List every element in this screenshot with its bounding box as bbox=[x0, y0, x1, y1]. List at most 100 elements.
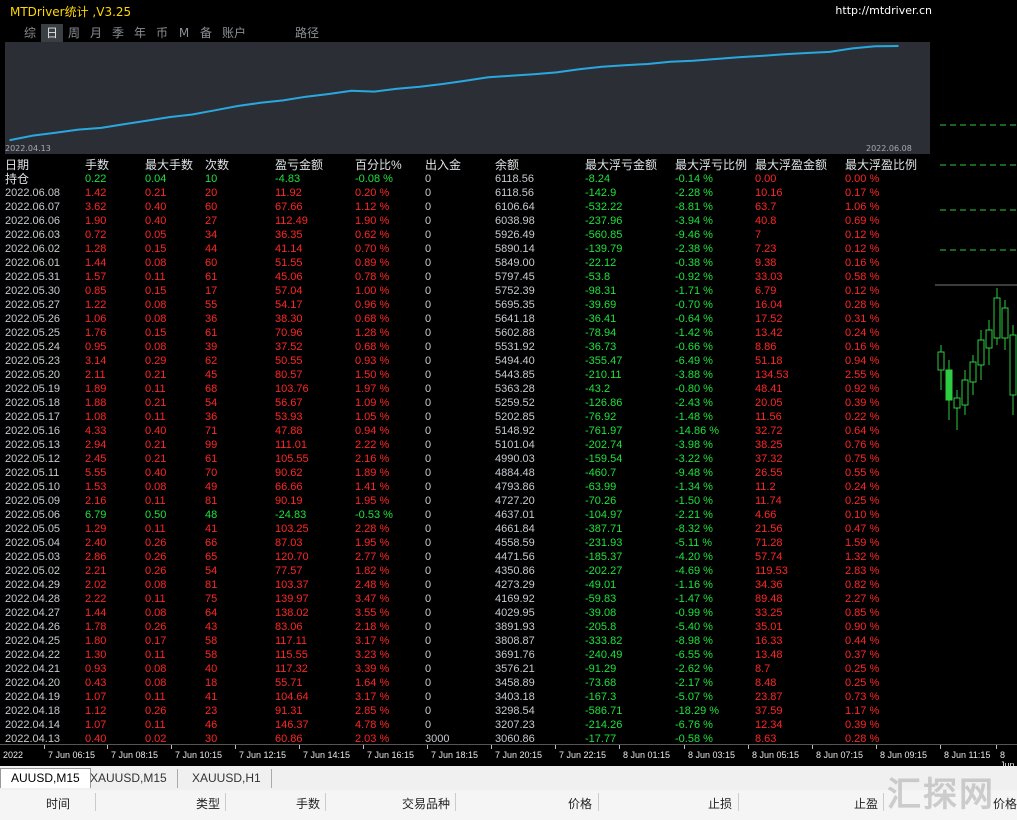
table-cell: 36 bbox=[205, 411, 218, 423]
website-link[interactable]: http://mtdriver.cn bbox=[835, 4, 932, 17]
table-cell: 0.08 bbox=[145, 257, 167, 269]
order-column-header[interactable]: 价格 bbox=[567, 797, 592, 811]
table-cell: 9.38 bbox=[755, 257, 777, 269]
tab-0[interactable]: 综 bbox=[23, 26, 36, 40]
table-cell: 0 bbox=[425, 229, 432, 241]
table-cell: 2.16 bbox=[85, 495, 107, 507]
time-label: 7 Jun 10:15 bbox=[175, 750, 223, 760]
table-cell: -167.3 bbox=[585, 691, 617, 703]
watermark: 汇探网 bbox=[887, 775, 995, 815]
table-cell: 57.04 bbox=[275, 285, 303, 297]
column-separator[interactable] bbox=[95, 793, 96, 811]
order-column-header[interactable]: 止损 bbox=[707, 797, 732, 811]
table-cell: 55 bbox=[205, 299, 218, 311]
time-label: 7 Jun 12:15 bbox=[239, 750, 287, 760]
table-cell: 43 bbox=[205, 621, 218, 633]
table-cell: 41 bbox=[205, 523, 218, 535]
table-cell: 0.08 bbox=[145, 663, 167, 675]
table-row: 2022.05.06 6.79 0.50 48 -24.83 -0.53 % 0 4637.0… bbox=[5, 508, 930, 522]
balance-point bbox=[396, 88, 398, 90]
table-cell: 0.40 bbox=[145, 201, 167, 213]
tab-6[interactable]: 币 bbox=[155, 26, 168, 40]
tab-4[interactable]: 季 bbox=[111, 26, 124, 40]
table-cell: 2022.04.28 bbox=[5, 593, 61, 605]
table-cell: 2022.04.20 bbox=[5, 677, 61, 689]
table-cell: 0.21 bbox=[145, 439, 167, 451]
column-separator[interactable] bbox=[598, 793, 599, 811]
table-cell: 2.48 % bbox=[355, 579, 390, 591]
tab-9[interactable]: 账户 bbox=[221, 26, 246, 40]
table-cell: -202.27 bbox=[585, 565, 623, 577]
time-tick bbox=[996, 745, 997, 749]
table-cell: 3.39 % bbox=[355, 663, 390, 675]
table-cell: -1.71 % bbox=[675, 285, 713, 297]
table-cell: 0 bbox=[425, 215, 432, 227]
table-cell: 0.00 bbox=[755, 173, 777, 185]
table-cell: 0.21 bbox=[145, 369, 167, 381]
table-cell: 35.01 bbox=[755, 621, 783, 633]
table-cell: -387.71 bbox=[585, 523, 623, 535]
table-cell: 60 bbox=[205, 257, 218, 269]
table-cell: 0.16 % bbox=[845, 257, 880, 269]
table-cell: -2.43 % bbox=[675, 397, 713, 409]
table-cell: 0 bbox=[425, 565, 432, 577]
table-cell: 3691.76 bbox=[495, 649, 535, 661]
table-cell: 0.21 bbox=[145, 187, 167, 199]
table-cell: 37.59 bbox=[755, 705, 783, 717]
table-cell: 2022.05.12 bbox=[5, 453, 61, 465]
table-cell: 0.68 % bbox=[355, 341, 390, 353]
table-cell: 3.23 % bbox=[355, 649, 390, 661]
table-cell: -202.74 bbox=[585, 439, 623, 451]
table-cell: -8.24 bbox=[585, 173, 611, 185]
table-cell: 8.86 bbox=[755, 341, 777, 353]
table-cell: -53.8 bbox=[585, 271, 611, 283]
table-cell: 0 bbox=[425, 635, 432, 647]
symbol-tab-2[interactable]: XAUUSD,H1 bbox=[182, 769, 272, 788]
order-column-header[interactable]: 止盈 bbox=[853, 797, 878, 811]
tab-3[interactable]: 月 bbox=[89, 26, 102, 40]
table-cell: 17 bbox=[205, 285, 218, 297]
table-cell: 1.88 bbox=[85, 397, 107, 409]
column-separator[interactable] bbox=[883, 793, 884, 811]
table-cell: 4471.56 bbox=[495, 551, 535, 563]
table-cell: 1.42 bbox=[85, 187, 107, 199]
column-separator[interactable] bbox=[325, 793, 326, 811]
table-cell: 2022.05.20 bbox=[5, 369, 61, 381]
symbol-tab-1[interactable]: XAUUSD,M15 bbox=[80, 769, 178, 788]
order-column-header[interactable]: 价格 bbox=[992, 797, 1017, 811]
balance-point bbox=[441, 83, 444, 85]
table-cell: 54.17 bbox=[275, 299, 303, 311]
tab-7[interactable]: M bbox=[178, 26, 190, 40]
tab-2[interactable]: 周 bbox=[67, 26, 80, 40]
tab-8[interactable]: 备 bbox=[199, 26, 212, 40]
symbol-tab-0[interactable]: AUUSD,M15 bbox=[0, 768, 91, 788]
table-cell: 1.76 bbox=[85, 327, 107, 339]
order-column-header[interactable]: 交易品种 bbox=[401, 797, 450, 811]
table-cell: -0.70 % bbox=[675, 299, 713, 311]
column-separator[interactable] bbox=[738, 793, 739, 811]
tab-10[interactable]: 路径 bbox=[295, 26, 320, 40]
table-cell: 0 bbox=[425, 355, 432, 367]
table-cell: 2.40 bbox=[85, 537, 107, 549]
time-tick bbox=[363, 745, 364, 749]
table-cell: -3.98 % bbox=[675, 439, 713, 451]
table-cell: 0.31 % bbox=[845, 313, 880, 325]
order-column-header[interactable]: 时间 bbox=[45, 797, 70, 811]
table-cell: 48.41 bbox=[755, 383, 783, 395]
table-cell: 77.57 bbox=[275, 565, 303, 577]
order-column-header[interactable]: 类型 bbox=[195, 797, 220, 811]
table-cell: 5363.28 bbox=[495, 383, 535, 395]
time-tick bbox=[748, 745, 749, 749]
table-cell: 0.24 % bbox=[845, 327, 880, 339]
column-separator[interactable] bbox=[455, 793, 456, 811]
column-separator[interactable] bbox=[225, 793, 226, 811]
table-cell: -1.50 % bbox=[675, 495, 713, 507]
tab-5[interactable]: 年 bbox=[133, 26, 146, 40]
table-cell: 0.40 bbox=[85, 733, 107, 745]
tab-1[interactable]: 日 bbox=[41, 24, 63, 44]
table-cell: 2.21 bbox=[85, 565, 107, 577]
order-column-header[interactable]: 手数 bbox=[295, 797, 320, 811]
table-cell: 11.92 bbox=[275, 187, 302, 199]
balance-point bbox=[100, 127, 102, 129]
table-cell: 2022.06.06 bbox=[5, 215, 61, 227]
